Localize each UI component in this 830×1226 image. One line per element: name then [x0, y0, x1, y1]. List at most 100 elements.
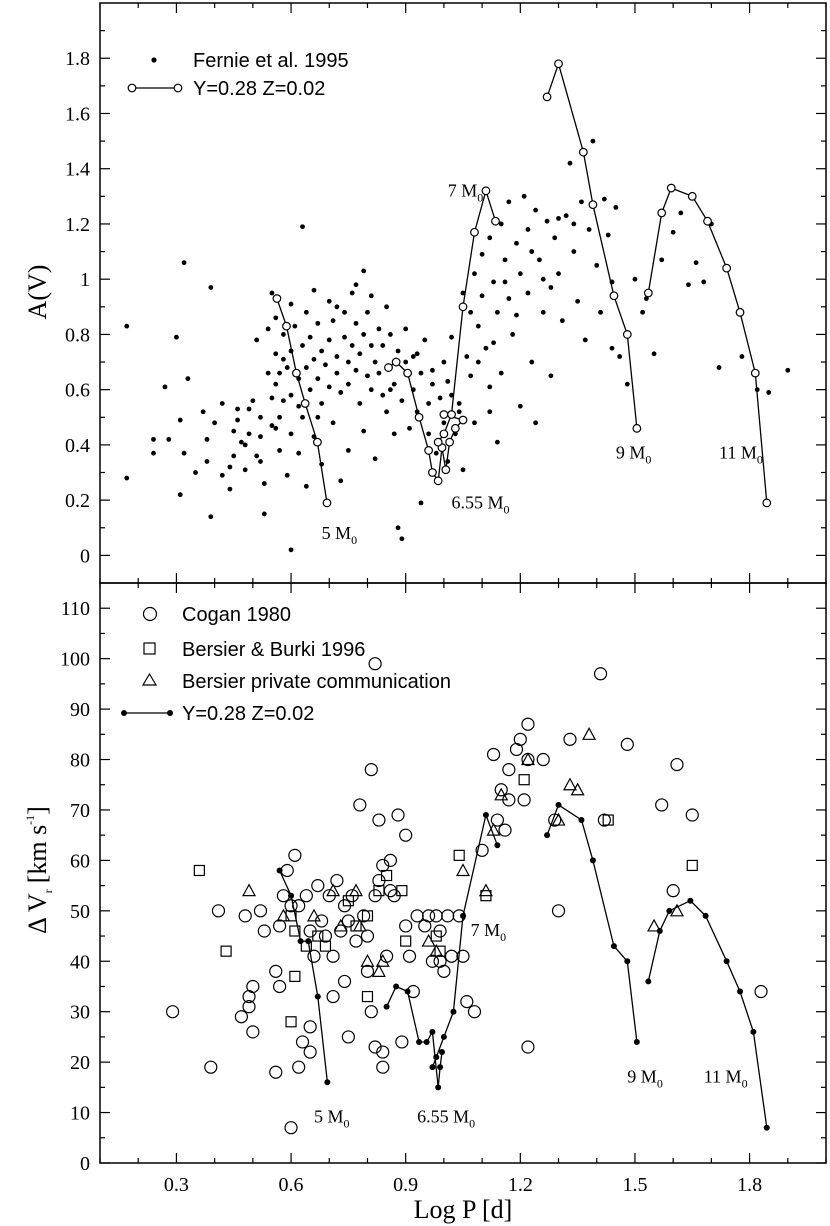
mass-label-text: 9 M	[627, 1066, 657, 1086]
data-point-dot	[235, 417, 240, 423]
data-point-dot	[330, 318, 336, 324]
y-tick-label: 1.2	[65, 214, 90, 236]
data-point-dot	[426, 431, 432, 437]
data-point-circle	[425, 954, 440, 968]
data-point-dot	[265, 326, 271, 332]
data-point-dot	[300, 414, 305, 420]
data-point-dot	[212, 420, 218, 426]
data-point-circle	[521, 1040, 535, 1054]
data-point-dot	[433, 450, 439, 456]
data-point-circle	[238, 909, 252, 923]
data-point-circle	[399, 828, 413, 842]
data-point-dot	[357, 351, 363, 357]
data-point-circle	[563, 732, 577, 746]
y-tick-label: 0	[80, 1153, 90, 1175]
data-point-triangle	[371, 964, 386, 977]
data-point-dot	[345, 359, 351, 365]
mass-label-text: 5 M	[314, 1107, 344, 1127]
data-point-dot	[300, 224, 305, 230]
data-point-dot	[586, 227, 592, 232]
data-point-dot	[702, 912, 709, 919]
data-point-dot	[578, 817, 585, 824]
data-point-dot	[250, 398, 256, 404]
y-tick-label: 80	[70, 750, 90, 772]
data-point-circle	[288, 848, 302, 862]
data-point-dot	[384, 304, 389, 310]
data-point-dot	[368, 343, 374, 348]
data-point-dot	[487, 409, 493, 415]
data-point-dot	[450, 1008, 457, 1015]
mass-label-subscript: 0	[757, 453, 763, 467]
bottom-y-axis-title: Δ Vr [km s-1]	[23, 806, 55, 934]
mass-label-text: 11 M	[704, 1066, 742, 1086]
data-point-dot	[273, 425, 279, 431]
data-point-dot	[739, 354, 745, 359]
data-point-dot	[334, 354, 340, 359]
data-point-circle	[253, 904, 268, 918]
data-point-dot	[686, 282, 691, 288]
data-point-dot	[423, 1038, 430, 1045]
data-point-square	[380, 869, 393, 882]
data-point-dot	[475, 323, 481, 329]
data-point-circle	[282, 321, 291, 331]
data-point-circle	[300, 399, 310, 408]
legend-label-bersier-burki: Bersier & Burki 1996	[182, 639, 365, 661]
data-point-circle	[762, 498, 772, 508]
data-point-dot	[342, 334, 347, 340]
x-tick-label: 1.2	[508, 1174, 533, 1196]
data-point-circle	[326, 949, 340, 963]
data-point-dot	[269, 290, 275, 296]
data-point-dot	[376, 326, 382, 332]
data-point-triangle	[276, 908, 291, 922]
data-point-circle	[307, 949, 321, 963]
data-point-triangle	[429, 943, 444, 957]
legend-label-model: Y=0.28 Z=0.02	[182, 703, 314, 725]
data-point-dot	[785, 367, 791, 373]
data-point-dot	[498, 370, 504, 376]
data-point-dot	[460, 912, 466, 919]
mass-label-text: 7 M	[448, 180, 478, 200]
data-point-circle	[360, 929, 375, 943]
data-point-dot	[185, 376, 191, 382]
top-legend: Fernie et al. 1995 Y=0.28 Z=0.02	[127, 50, 349, 100]
bottom-annotations: 5 M0 6.55 M07 M09 M0 11 M0	[314, 920, 748, 1131]
data-point-circle	[597, 813, 611, 827]
data-point-circle	[502, 763, 516, 777]
data-point-circle	[292, 1060, 306, 1074]
data-point-dot	[391, 431, 397, 437]
data-point-dot	[319, 401, 325, 406]
data-point-dot	[449, 392, 454, 398]
data-point-dot	[430, 381, 435, 387]
data-point-dot	[529, 359, 535, 365]
data-point-dot	[326, 337, 332, 343]
data-point-dot	[323, 362, 328, 368]
data-point-circle	[445, 437, 455, 447]
data-point-circle	[735, 307, 745, 317]
data-point-dot	[231, 428, 237, 434]
data-point-dot	[273, 381, 279, 387]
y-tick-label: 1	[80, 269, 90, 291]
data-point-circle	[433, 476, 443, 486]
data-point-square	[686, 859, 698, 872]
data-point-dot	[315, 320, 321, 326]
data-point-dot	[303, 483, 309, 489]
data-point-circle	[269, 964, 283, 978]
data-point-square	[220, 945, 232, 957]
y-tick-label: 0.2	[65, 490, 90, 512]
x-tick-label: 0.3	[164, 1174, 189, 1196]
data-point-dot	[345, 448, 351, 453]
data-point-circle	[395, 1035, 409, 1049]
data-point-dot	[605, 232, 611, 238]
data-point-dot	[242, 467, 248, 473]
data-point-dot	[594, 262, 600, 268]
data-point-dot	[349, 343, 355, 348]
data-point-dot	[479, 251, 485, 257]
data-point-dot	[265, 370, 271, 376]
data-point-circle	[295, 1035, 310, 1049]
y-tick-label: 1.6	[65, 103, 90, 125]
data-point-dot	[487, 235, 493, 241]
data-point-triangle	[582, 727, 597, 740]
data-point-circle	[414, 412, 424, 422]
data-point-dot	[441, 420, 447, 426]
data-point-dot	[258, 434, 263, 440]
